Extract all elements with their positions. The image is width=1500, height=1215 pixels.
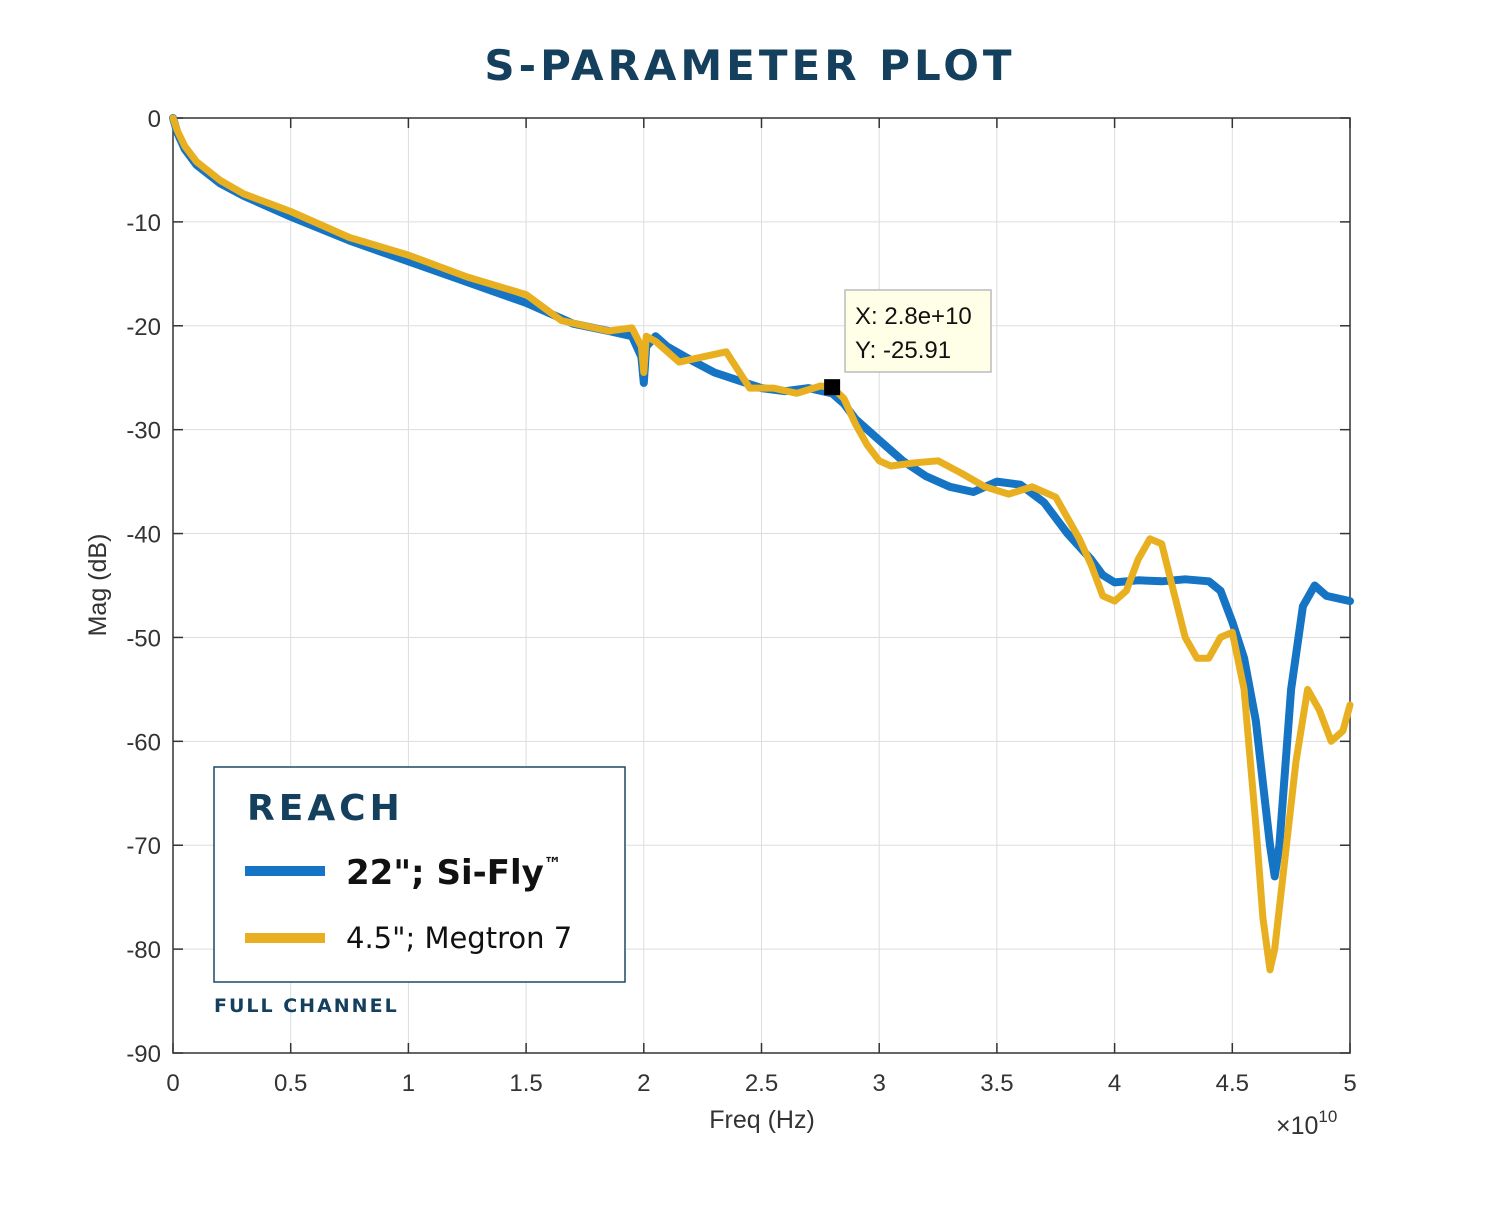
series-line-megtron (169, 114, 1354, 974)
y-tick-label: -80 (126, 937, 161, 964)
x-tick-label: 1 (402, 1070, 415, 1097)
x-tick-label: 4 (1108, 1070, 1121, 1097)
grid (173, 118, 1350, 1053)
legend-label-si-fly: 22"; Si-Fly™ (346, 853, 562, 893)
axis-ticks: 0 0.5 1 1.5 2 2.5 3 3.5 4 4.5 5 0 -10 -20 -30 -40 -50 -60… (126, 106, 1356, 1097)
data-tip-x: X: 2.8e+10 (855, 303, 972, 330)
x-tick-label: 3 (873, 1070, 886, 1097)
trademark-mark: ™ (544, 854, 562, 875)
y-tick-label: -20 (126, 314, 161, 341)
y-tick-label: -30 (126, 418, 161, 445)
series-line-si-fly (169, 114, 1354, 881)
data-tip-y: Y: -25.91 (855, 337, 951, 364)
x-tick-label: 0 (166, 1070, 179, 1097)
y-tick-label: 0 (148, 106, 161, 133)
y-tick-label: -70 (126, 833, 161, 860)
y-axis-label: Mag (dB) (84, 534, 112, 637)
legend: REACH 22"; Si-Fly™ 4.5"; Megtron 7 (213, 766, 626, 983)
x-tick-label: 0.5 (274, 1070, 307, 1097)
legend-heading: REACH (247, 788, 404, 829)
y-tick-label: -50 (126, 625, 161, 652)
legend-label-megtron: 4.5"; Megtron 7 (346, 921, 572, 955)
x-tick-label: 2.5 (745, 1070, 778, 1097)
data-tip-box (844, 289, 992, 373)
series-group (169, 114, 1354, 974)
y-tick-label: -40 (126, 522, 161, 549)
y-tick-label: -10 (126, 210, 161, 237)
x-axis-multiplier-exponent: 10 (1318, 1107, 1337, 1126)
x-axis-multiplier-base: ×10 (1276, 1112, 1318, 1140)
y-tick-label: -90 (126, 1041, 161, 1068)
x-tick-label: 1.5 (509, 1070, 542, 1097)
x-axis-multiplier: ×1010 (1276, 1107, 1337, 1140)
data-tip[interactable]: X: 2.8e+10 Y: -25.91 (824, 289, 992, 396)
x-tick-label: 4.5 (1216, 1070, 1249, 1097)
data-tip-marker[interactable] (824, 379, 841, 396)
x-tick-label: 2 (637, 1070, 650, 1097)
x-axis-label: Freq (Hz) (709, 1106, 815, 1134)
x-tick-label: 5 (1343, 1070, 1356, 1097)
y-tick-label: -60 (126, 729, 161, 756)
legend-caption: FULL CHANNEL (214, 995, 399, 1017)
chart-title: S-PARAMETER PLOT (484, 41, 1015, 90)
x-tick-label: 3.5 (980, 1070, 1013, 1097)
legend-label-si-fly-name: 22"; Si-Fly (346, 853, 544, 893)
